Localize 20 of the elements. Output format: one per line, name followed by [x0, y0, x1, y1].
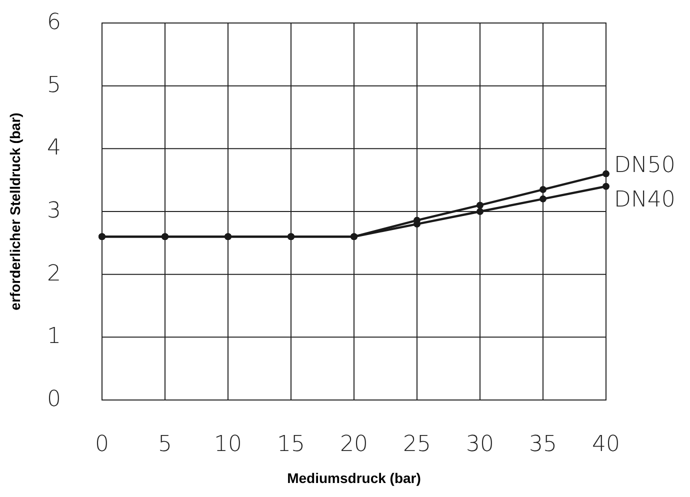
y-axis-title: erforderlicher Stelldruck (bar) — [7, 112, 23, 310]
x-axis-title: Mediumsdruck (bar) — [287, 470, 421, 486]
x-tick-label: 30 — [466, 432, 494, 458]
x-tick-label: 25 — [403, 432, 431, 458]
y-tick-label: 3 — [47, 198, 61, 224]
series-label: DN50 — [614, 152, 676, 178]
y-tick-label: 6 — [47, 10, 61, 36]
y-tick-label: 4 — [47, 136, 61, 161]
y-tick-label: 1 — [47, 324, 61, 350]
series-label: DN40 — [614, 187, 676, 212]
y-tick-label: 2 — [47, 261, 61, 286]
x-tick-label: 15 — [277, 432, 305, 458]
x-tick-label: 40 — [592, 432, 620, 458]
x-tick-label: 20 — [340, 432, 368, 458]
x-tick-label: 0 — [95, 432, 109, 458]
y-tick-label: 5 — [47, 72, 61, 98]
x-tick-label: 5 — [158, 432, 172, 458]
x-tick-label: 35 — [529, 432, 557, 458]
x-tick-label: 10 — [214, 432, 242, 458]
y-tick-label: 0 — [47, 387, 61, 412]
